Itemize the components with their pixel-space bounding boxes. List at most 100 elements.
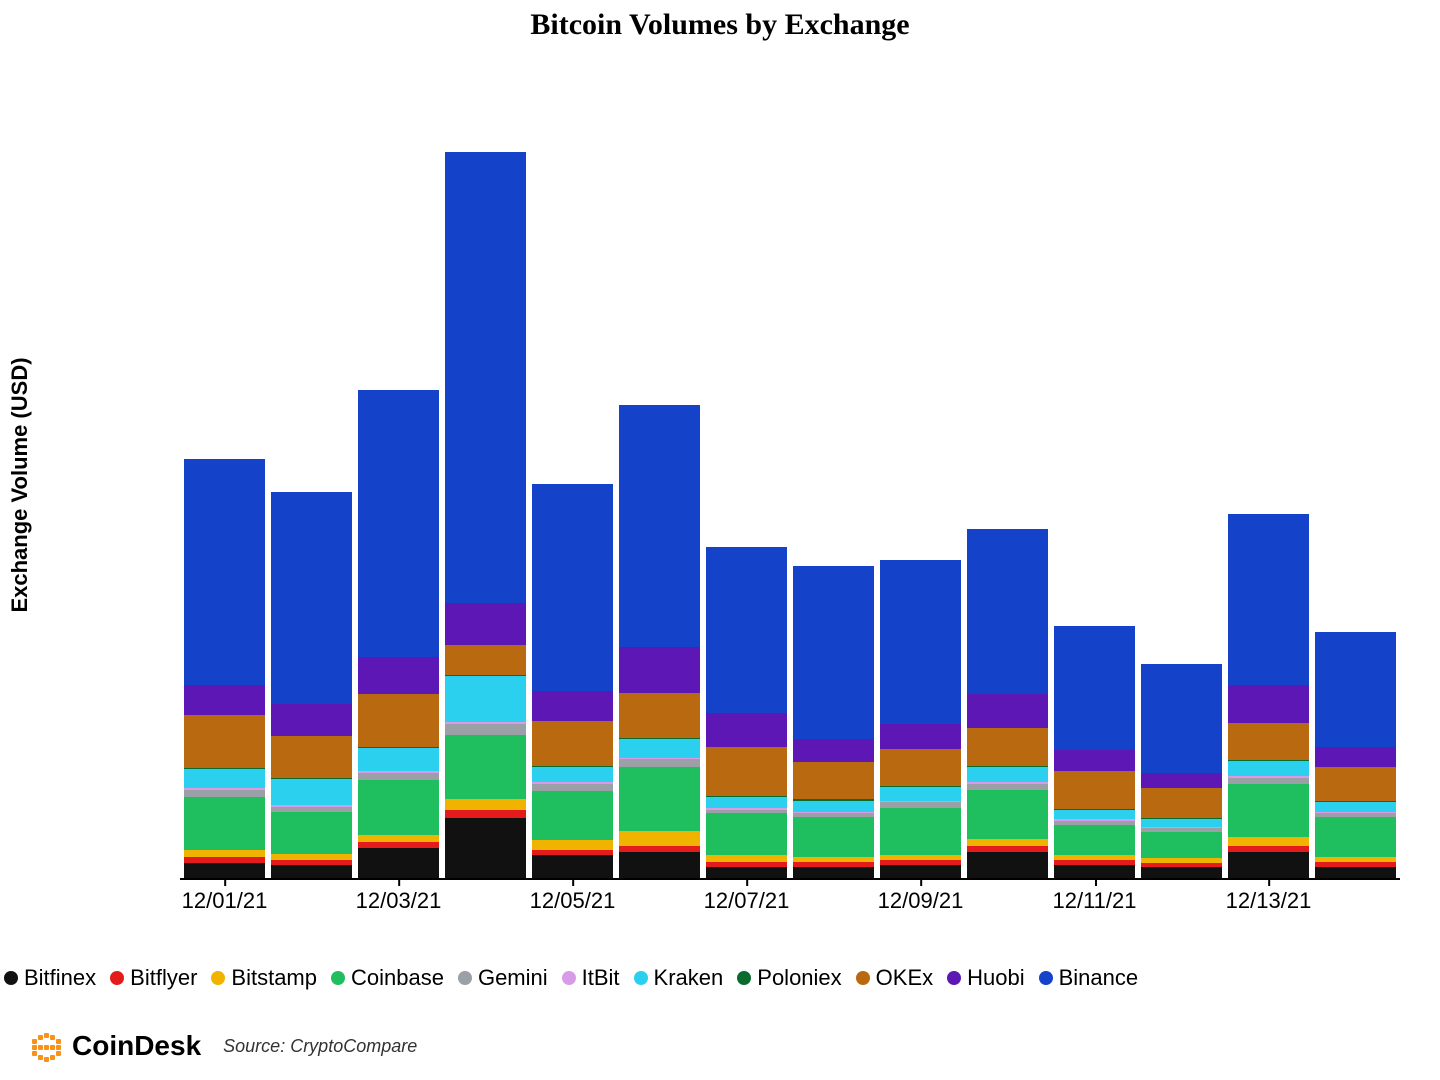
bar-column — [880, 50, 961, 878]
legend-item-binance: Binance — [1039, 965, 1139, 991]
bar-segment-coinbase — [1141, 832, 1222, 858]
bar-segment-bitstamp — [184, 850, 265, 858]
bar-segment-kraken — [619, 739, 700, 758]
legend-label: Coinbase — [351, 965, 444, 991]
bar-segment-coinbase — [880, 808, 961, 855]
y-axis-ticks: $0.0B-$2.0B-$4.0B-$6.0B-$8.0B-$10B-$12B-… — [70, 50, 170, 920]
legend-label: OKEx — [876, 965, 933, 991]
x-tick: 12/07/21 — [704, 888, 790, 914]
bar-segment-kraken — [793, 801, 874, 812]
legend-item-gemini: Gemini — [458, 965, 548, 991]
bar-segment-okex — [1315, 767, 1396, 801]
legend-swatch-icon — [4, 971, 18, 985]
legend-swatch-icon — [211, 971, 225, 985]
bar-segment-kraken — [1315, 802, 1396, 811]
bar-segment-binance — [967, 529, 1048, 695]
legend-swatch-icon — [737, 971, 751, 985]
bar-segment-huobi — [706, 713, 787, 747]
legend-swatch-icon — [856, 971, 870, 985]
bar-column — [358, 50, 439, 878]
bar-segment-okex — [1228, 723, 1309, 761]
legend-item-bitfinex: Bitfinex — [4, 965, 96, 991]
bar-segment-binance — [793, 566, 874, 739]
chart-area: Exchange Volume (USD) $0.0B-$2.0B-$4.0B-… — [70, 50, 1410, 920]
bar-segment-kraken — [967, 767, 1048, 782]
bar-segment-bitfinex — [271, 865, 352, 878]
bar-segment-bitfinex — [1228, 852, 1309, 878]
bar-column — [1228, 50, 1309, 878]
bar-segment-huobi — [358, 657, 439, 695]
legend-label: Huobi — [967, 965, 1024, 991]
bar-segment-binance — [1315, 632, 1396, 747]
bar-column — [706, 50, 787, 878]
bar-column — [793, 50, 874, 878]
bar-segment-okex — [1054, 771, 1135, 809]
legend-swatch-icon — [947, 971, 961, 985]
bar-segment-kraken — [1228, 761, 1309, 776]
legend-label: Poloniex — [757, 965, 841, 991]
bar-segment-okex — [1141, 788, 1222, 818]
bar-segment-bitfinex — [1141, 867, 1222, 878]
bar-segment-coinbase — [619, 767, 700, 831]
legend-label: Bitstamp — [231, 965, 317, 991]
bar-segment-coinbase — [532, 791, 613, 840]
source-label: Source: CryptoCompare — [223, 1036, 417, 1057]
bar-segment-bitstamp — [706, 855, 787, 863]
bar-segment-huobi — [967, 694, 1048, 728]
plot-area — [180, 50, 1400, 880]
x-axis-ticks: 12/01/2112/03/2112/05/2112/07/2112/09/21… — [180, 888, 1400, 928]
bar-segment-huobi — [271, 704, 352, 736]
bar-segment-huobi — [880, 724, 961, 748]
bar-segment-binance — [619, 405, 700, 648]
brand-name: CoinDesk — [72, 1030, 201, 1062]
bar-segment-bitflyer — [445, 810, 526, 818]
bar-segment-coinbase — [967, 790, 1048, 839]
legend-swatch-icon — [634, 971, 648, 985]
legend-label: Bitfinex — [24, 965, 96, 991]
bar-segment-binance — [358, 390, 439, 657]
bar-segment-binance — [184, 459, 265, 685]
bar-segment-bitfinex — [445, 818, 526, 878]
bar-segment-binance — [1054, 626, 1135, 750]
legend-swatch-icon — [110, 971, 124, 985]
bar-segment-gemini — [445, 724, 526, 735]
bar-segment-binance — [271, 492, 352, 705]
legend-label: ItBit — [582, 965, 620, 991]
bar-segment-bitfinex — [880, 865, 961, 878]
bar-segment-okex — [532, 721, 613, 766]
bar-segment-huobi — [445, 603, 526, 644]
bar-column — [1054, 50, 1135, 878]
brand-logo-icon — [30, 1031, 64, 1061]
bar-segment-okex — [967, 728, 1048, 766]
bar-segment-bitfinex — [184, 863, 265, 878]
bar-segment-coinbase — [358, 780, 439, 835]
bar-segment-coinbase — [1315, 817, 1396, 857]
bar-column — [967, 50, 1048, 878]
bar-segment-huobi — [184, 685, 265, 715]
x-tick: 12/03/21 — [356, 888, 442, 914]
bar-segment-bitstamp — [271, 854, 352, 861]
x-tick: 12/13/21 — [1226, 888, 1312, 914]
legend-swatch-icon — [1039, 971, 1053, 985]
legend-swatch-icon — [562, 971, 576, 985]
legend-item-huobi: Huobi — [947, 965, 1024, 991]
bar-column — [532, 50, 613, 878]
bar-segment-bitfinex — [706, 867, 787, 878]
footer: CoinDesk Source: CryptoCompare — [30, 1030, 417, 1062]
bar-segment-okex — [793, 762, 874, 800]
legend-label: Bitflyer — [130, 965, 197, 991]
bar-segment-coinbase — [445, 735, 526, 799]
bar-segment-okex — [445, 645, 526, 675]
bars-container — [180, 50, 1400, 878]
bar-segment-bitfinex — [1054, 865, 1135, 878]
bar-segment-okex — [271, 736, 352, 777]
legend-item-bitflyer: Bitflyer — [110, 965, 197, 991]
bar-column — [184, 50, 265, 878]
bar-segment-bitfinex — [967, 852, 1048, 878]
bar-segment-kraken — [445, 676, 526, 721]
bar-column — [1315, 50, 1396, 878]
bar-segment-bitfinex — [793, 867, 874, 878]
bar-segment-huobi — [1315, 747, 1396, 768]
bar-column — [619, 50, 700, 878]
bar-segment-huobi — [1141, 773, 1222, 788]
